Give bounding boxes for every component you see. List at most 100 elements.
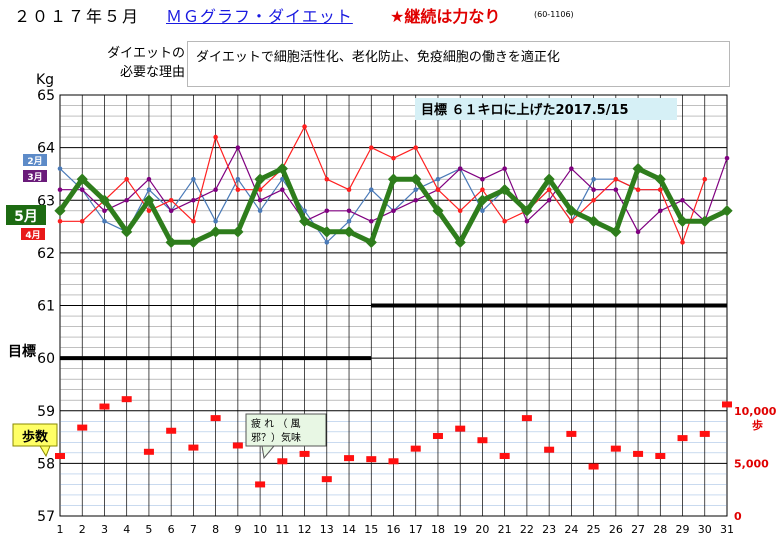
series-point <box>480 208 485 213</box>
x-tick-label: 29 <box>676 523 690 536</box>
steps-marker <box>633 451 643 457</box>
steps-marker <box>678 435 688 441</box>
series-point <box>58 187 63 192</box>
x-tick-label: 1 <box>57 523 64 536</box>
goal-label: 目標 <box>8 343 36 360</box>
steps-marker <box>122 396 132 402</box>
x-tick-label: 8 <box>212 523 219 536</box>
series-point <box>347 187 352 192</box>
series-point <box>591 177 596 182</box>
series-point <box>147 208 152 213</box>
x-tick-label: 5 <box>145 523 152 536</box>
series-point <box>169 208 174 213</box>
series-point <box>413 145 418 150</box>
steps-marker <box>522 415 532 421</box>
steps-marker <box>277 458 287 464</box>
series-point <box>413 198 418 203</box>
x-tick-label: 3 <box>101 523 108 536</box>
callout-line1: 疲 れ （ 風 <box>251 417 301 430</box>
series-badge-label: 4月 <box>25 230 40 241</box>
series-point <box>124 177 129 182</box>
series-point <box>502 219 507 224</box>
x-tick-label: 26 <box>609 523 623 536</box>
series-point <box>102 219 107 224</box>
series-point <box>213 187 218 192</box>
steps-marker <box>344 455 354 461</box>
series-point <box>169 198 174 203</box>
steps-marker <box>700 431 710 437</box>
y-tick-label: 60 <box>37 351 55 367</box>
x-tick-label: 15 <box>364 523 378 536</box>
series-point <box>725 156 730 161</box>
steps-marker <box>477 437 487 443</box>
series-point <box>614 177 619 182</box>
series-point <box>302 124 307 129</box>
steps-marker <box>99 404 109 410</box>
steps-label-pointer <box>40 446 50 456</box>
x-tick-label: 16 <box>387 523 401 536</box>
steps-tick-label: 0 <box>734 510 742 523</box>
series-point <box>213 219 218 224</box>
steps-marker <box>655 453 665 459</box>
goal-note: 目標 ６１キロに上げた2017.5/15 <box>421 102 629 118</box>
steps-marker <box>144 449 154 455</box>
steps-marker <box>500 453 510 459</box>
steps-marker <box>322 476 332 482</box>
x-tick-label: 23 <box>542 523 556 536</box>
series-point <box>547 187 552 192</box>
x-tick-label: 9 <box>234 523 241 536</box>
steps-marker <box>166 428 176 434</box>
x-tick-label: 30 <box>698 523 712 536</box>
steps-marker <box>255 481 265 487</box>
series-point <box>147 187 152 192</box>
series-point <box>502 166 507 171</box>
series-point <box>102 208 107 213</box>
y-tick-label: 62 <box>37 246 55 262</box>
x-tick-label: 4 <box>123 523 130 536</box>
series-point <box>236 145 241 150</box>
series-point <box>680 198 685 203</box>
steps-marker <box>300 451 310 457</box>
x-tick-label: 28 <box>653 523 667 536</box>
series-point <box>58 166 63 171</box>
series-point <box>258 198 263 203</box>
series-point <box>191 198 196 203</box>
steps-marker <box>233 442 243 448</box>
series-point <box>658 208 663 213</box>
series-point <box>369 145 374 150</box>
series-point <box>391 208 396 213</box>
series-badge-label: 3月 <box>27 172 42 183</box>
series-point <box>325 208 330 213</box>
series-point <box>369 187 374 192</box>
x-tick-label: 7 <box>190 523 197 536</box>
series-badge-label: 5月 <box>14 209 38 225</box>
steps-unit: 歩 <box>752 418 763 432</box>
series-point <box>213 135 218 140</box>
steps-marker <box>188 445 198 451</box>
series-point <box>436 187 441 192</box>
series-point <box>58 219 63 224</box>
steps-marker <box>544 447 554 453</box>
steps-marker <box>411 446 421 452</box>
series-point <box>347 208 352 213</box>
x-tick-label: 12 <box>298 523 312 536</box>
series-point <box>525 219 530 224</box>
steps-tick-label: 5,000 <box>734 457 769 470</box>
series-point <box>325 240 330 245</box>
series-point <box>458 166 463 171</box>
y-tick-label: 61 <box>37 299 55 315</box>
steps-marker <box>433 433 443 439</box>
series-point <box>547 198 552 203</box>
x-tick-label: 22 <box>520 523 534 536</box>
series-point <box>369 219 374 224</box>
steps-marker <box>55 453 65 459</box>
x-tick-label: 21 <box>498 523 512 536</box>
series-point <box>413 187 418 192</box>
x-tick-label: 31 <box>720 523 734 536</box>
series-point <box>702 177 707 182</box>
callout-line2: 邪？）気味 <box>251 431 301 444</box>
y-tick-label: 65 <box>37 88 55 104</box>
series-point <box>480 187 485 192</box>
series-point <box>347 219 352 224</box>
